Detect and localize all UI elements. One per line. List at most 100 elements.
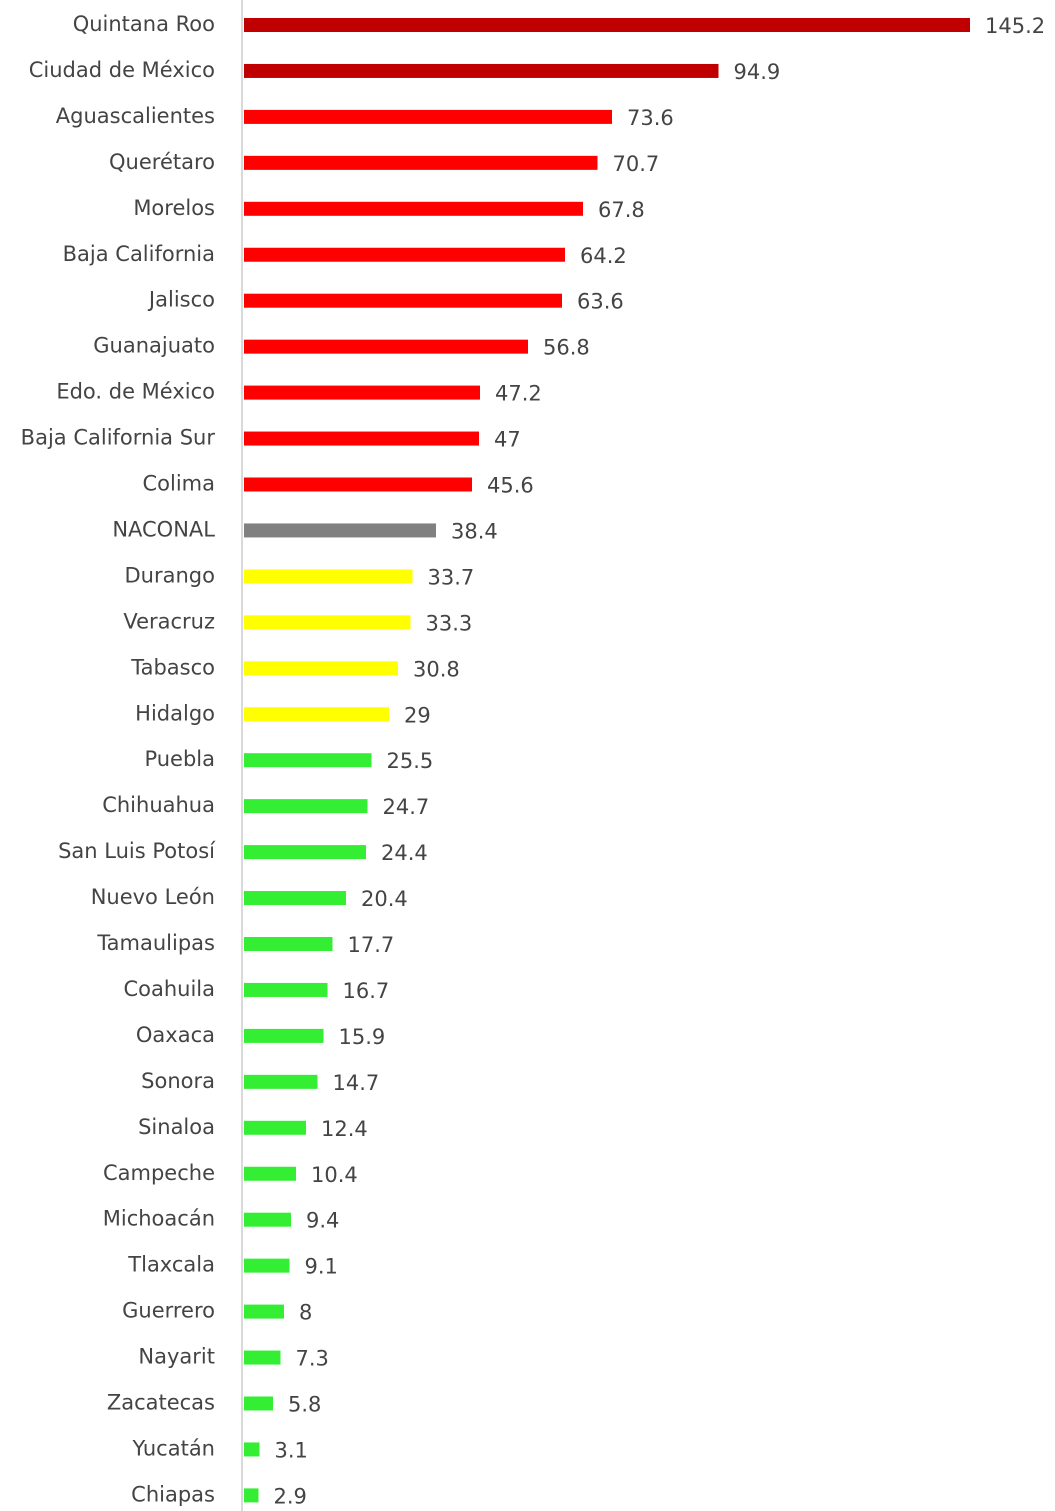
category-label: Morelos xyxy=(133,196,215,220)
value-label: 9.1 xyxy=(305,1255,338,1279)
bar xyxy=(244,615,411,630)
category-label: Quintana Roo xyxy=(73,12,215,36)
category-label: Puebla xyxy=(144,747,215,771)
bar xyxy=(244,1488,259,1503)
category-label: Querétaro xyxy=(109,150,215,174)
bar xyxy=(244,845,366,860)
bar xyxy=(244,891,346,906)
value-label: 33.7 xyxy=(428,565,475,589)
bar xyxy=(244,1074,318,1089)
value-label: 64.2 xyxy=(580,244,627,268)
category-label: Campeche xyxy=(103,1161,215,1185)
bar xyxy=(244,109,612,124)
category-label: Aguascalientes xyxy=(56,104,215,128)
bar xyxy=(244,1396,273,1411)
category-label: San Luis Potosí xyxy=(58,839,216,863)
category-label: Tlaxcala xyxy=(127,1253,215,1277)
value-label: 24.4 xyxy=(381,841,428,865)
value-label: 94.9 xyxy=(734,60,781,84)
value-label: 14.7 xyxy=(333,1071,380,1095)
value-label: 17.7 xyxy=(348,933,395,957)
category-label: Coahuila xyxy=(123,977,215,1001)
category-label: Zacatecas xyxy=(107,1391,215,1415)
category-label: Baja California Sur xyxy=(21,426,216,450)
value-label: 3.1 xyxy=(275,1438,308,1462)
bar xyxy=(244,1212,291,1227)
bar xyxy=(244,385,480,400)
bar xyxy=(244,523,436,538)
value-label: 67.8 xyxy=(598,198,645,222)
value-label: 47 xyxy=(494,428,521,452)
category-label: Nayarit xyxy=(138,1345,215,1369)
category-label: Edo. de México xyxy=(56,380,215,404)
value-label: 8 xyxy=(299,1301,312,1325)
value-label: 38.4 xyxy=(451,519,498,543)
value-label: 7.3 xyxy=(296,1347,329,1371)
value-label: 33.3 xyxy=(426,611,473,635)
bar xyxy=(244,1258,290,1273)
bar xyxy=(244,753,372,768)
category-label: Chiapas xyxy=(131,1482,215,1506)
category-label: Baja California xyxy=(63,242,215,266)
value-label: 5.8 xyxy=(288,1393,321,1417)
category-label: Chihuahua xyxy=(102,793,215,817)
category-label: Sinaloa xyxy=(138,1115,215,1139)
category-label: Jalisco xyxy=(147,288,215,312)
bar xyxy=(244,247,565,262)
category-label: Sonora xyxy=(141,1069,215,1093)
value-label: 63.6 xyxy=(577,290,624,314)
value-label: 9.4 xyxy=(306,1209,339,1233)
bar xyxy=(244,1120,306,1135)
bar xyxy=(244,569,413,584)
value-label: 29 xyxy=(404,703,431,727)
category-label: Tabasco xyxy=(130,655,215,679)
bar xyxy=(244,1350,281,1365)
value-label: 20.4 xyxy=(361,887,408,911)
value-label: 2.9 xyxy=(274,1484,307,1508)
bar xyxy=(244,339,528,354)
category-label: Colima xyxy=(142,472,215,496)
value-label: 70.7 xyxy=(613,152,660,176)
bar xyxy=(244,431,479,446)
category-label: Guanajuato xyxy=(93,334,215,358)
bar xyxy=(244,799,368,814)
category-label: Tamaulipas xyxy=(96,931,215,955)
value-label: 15.9 xyxy=(339,1025,386,1049)
value-label: 12.4 xyxy=(321,1117,368,1141)
category-label: Durango xyxy=(125,563,215,587)
category-label: Oaxaca xyxy=(136,1023,215,1047)
value-label: 25.5 xyxy=(387,749,434,773)
bar xyxy=(244,18,970,32)
bar xyxy=(244,661,398,676)
value-label: 47.2 xyxy=(495,382,542,406)
value-label: 24.7 xyxy=(383,795,430,819)
bar xyxy=(244,477,472,492)
category-label: Guerrero xyxy=(122,1299,215,1323)
bar xyxy=(244,201,583,216)
value-label: 45.6 xyxy=(487,474,534,498)
bar xyxy=(244,1304,284,1319)
category-label: Yucatán xyxy=(131,1436,215,1460)
bar xyxy=(244,937,333,951)
bar xyxy=(244,293,562,308)
value-label: 56.8 xyxy=(543,336,590,360)
bar xyxy=(244,982,328,997)
category-label: Ciudad de México xyxy=(29,58,215,82)
value-label: 16.7 xyxy=(343,979,390,1003)
category-label: Veracruz xyxy=(123,609,215,633)
bar xyxy=(244,707,389,722)
bar xyxy=(244,1166,296,1181)
category-label: NACONAL xyxy=(112,517,215,541)
value-label: 73.6 xyxy=(627,106,674,130)
value-label: 145.2 xyxy=(985,14,1045,38)
value-label: 10.4 xyxy=(311,1163,358,1187)
bar xyxy=(244,63,719,78)
category-label: Nuevo León xyxy=(91,885,215,909)
bar xyxy=(244,1442,260,1457)
category-label: Michoacán xyxy=(103,1207,215,1231)
bar xyxy=(244,155,598,170)
bar xyxy=(244,1028,324,1043)
category-label: Hidalgo xyxy=(135,701,215,725)
value-label: 30.8 xyxy=(413,657,460,681)
